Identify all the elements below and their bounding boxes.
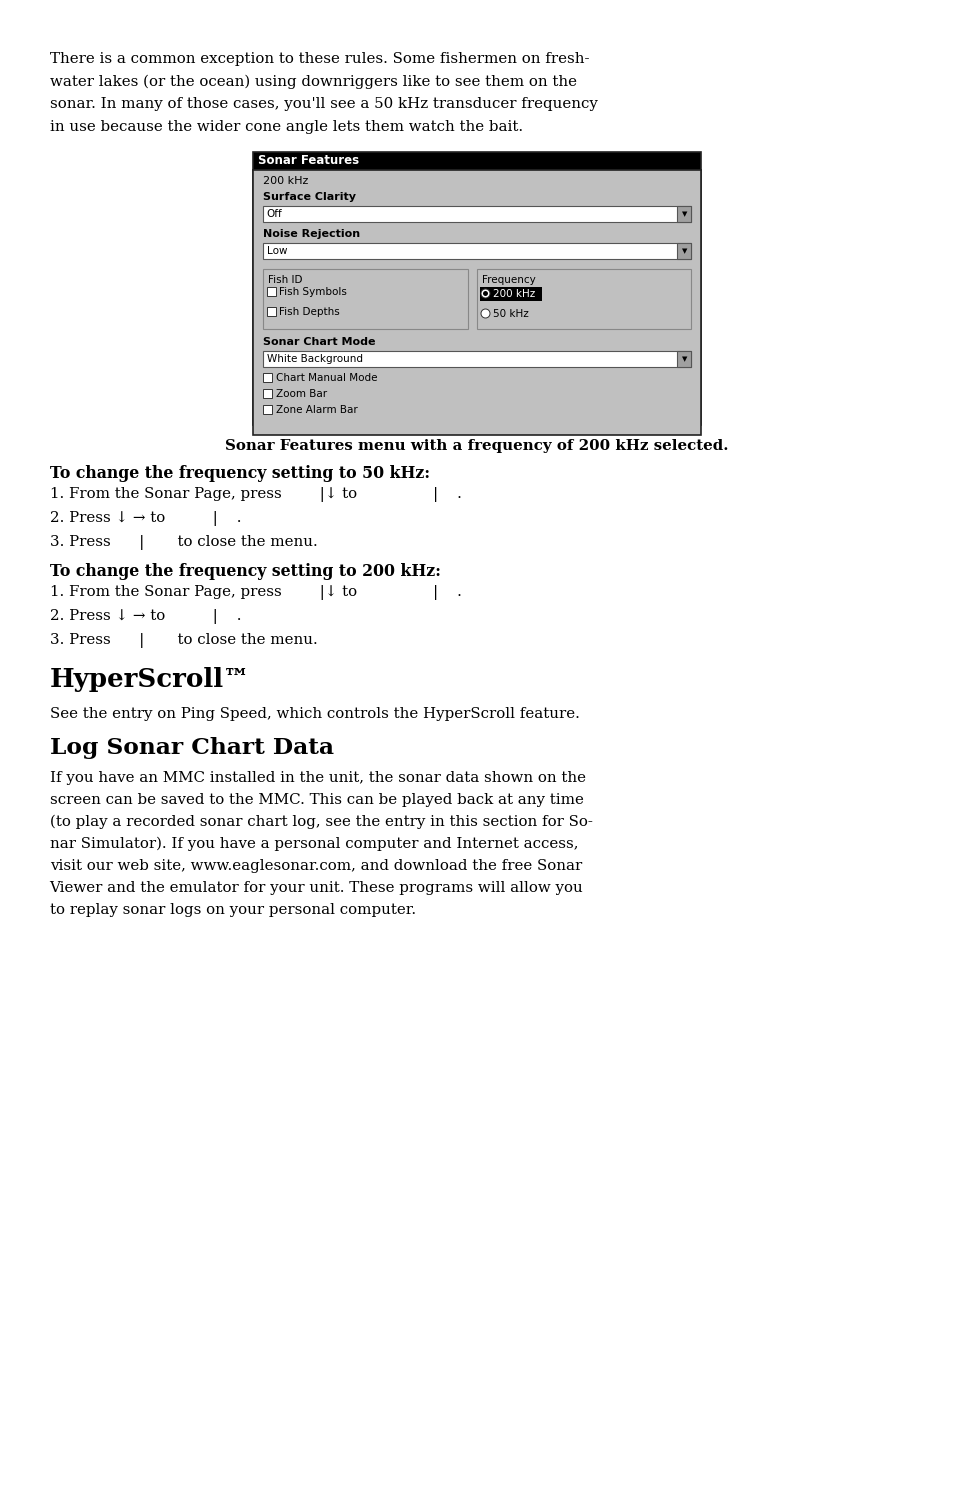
Bar [262, 269, 468, 329]
Text: See the entry on Ping Speed, which controls the HyperScroll feature.: See the entry on Ping Speed, which contr… [50, 706, 578, 721]
Text: Sonar Chart Mode: Sonar Chart Mode [262, 338, 375, 346]
Bar [479, 287, 541, 300]
Text: Fish ID: Fish ID [268, 275, 302, 286]
Text: HyperScroll™: HyperScroll™ [50, 668, 250, 691]
Text: Sonar Features: Sonar Features [257, 155, 358, 168]
Text: Viewer and the emulator for your unit. These programs will allow you: Viewer and the emulator for your unit. T… [50, 880, 582, 895]
Text: Off: Off [267, 210, 282, 219]
Text: Sonar Features menu with a frequency of 200 kHz selected.: Sonar Features menu with a frequency of … [225, 439, 728, 454]
Text: Log Sonar Chart Data: Log Sonar Chart Data [50, 738, 334, 758]
Circle shape [480, 309, 490, 318]
Bar [476, 269, 691, 329]
Bar [253, 170, 700, 425]
Text: Fish Depths: Fish Depths [278, 306, 339, 317]
Text: sonar. In many of those cases, you'll see a 50 kHz transducer frequency: sonar. In many of those cases, you'll se… [50, 97, 597, 112]
Bar [262, 242, 691, 259]
Bar [253, 152, 700, 170]
Text: 2. Press ↓ → to          |    .: 2. Press ↓ → to | . [50, 610, 241, 625]
Text: 3. Press      |       to close the menu.: 3. Press | to close the menu. [50, 535, 317, 550]
Text: Zoom Bar: Zoom Bar [275, 390, 327, 399]
Text: ▼: ▼ [680, 211, 686, 217]
Text: 3. Press      |       to close the menu.: 3. Press | to close the menu. [50, 633, 317, 648]
Bar [677, 207, 691, 222]
Text: White Background: White Background [267, 354, 362, 364]
Text: If you have an MMC installed in the unit, the sonar data shown on the: If you have an MMC installed in the unit… [50, 770, 585, 785]
Text: visit our web site, www.eaglesonar.com, and download the free Sonar: visit our web site, www.eaglesonar.com, … [50, 859, 581, 873]
Bar [677, 351, 691, 367]
Text: To change the frequency setting to 50 kHz:: To change the frequency setting to 50 kH… [50, 465, 429, 482]
Text: ▼: ▼ [680, 248, 686, 254]
Text: Chart Manual Mode: Chart Manual Mode [275, 373, 377, 384]
Text: 2. Press ↓ → to          |    .: 2. Press ↓ → to | . [50, 512, 241, 526]
Text: Fish Symbols: Fish Symbols [278, 287, 346, 297]
Bar [262, 404, 272, 413]
Bar [262, 351, 691, 367]
Bar [267, 287, 275, 296]
Text: to replay sonar logs on your personal computer.: to replay sonar logs on your personal co… [50, 903, 416, 917]
Text: There is a common exception to these rules. Some fishermen on fresh-: There is a common exception to these rul… [50, 52, 589, 65]
Bar [267, 306, 275, 317]
Text: 1. From the Sonar Page, press        |↓ to                |    .: 1. From the Sonar Page, press |↓ to | . [50, 584, 461, 599]
Text: 200 kHz: 200 kHz [493, 288, 535, 299]
Bar [677, 242, 691, 259]
Text: in use because the wider cone angle lets them watch the bait.: in use because the wider cone angle lets… [50, 119, 522, 134]
Text: Low: Low [267, 245, 287, 256]
Text: Frequency: Frequency [481, 275, 536, 286]
Text: (to play a recorded sonar chart log, see the entry in this section for So-: (to play a recorded sonar chart log, see… [50, 815, 592, 830]
Text: 50 kHz: 50 kHz [493, 309, 528, 320]
Text: screen can be saved to the MMC. This can be played back at any time: screen can be saved to the MMC. This can… [50, 793, 583, 807]
Text: ▼: ▼ [680, 355, 686, 361]
Text: Noise Rejection: Noise Rejection [262, 229, 359, 239]
Circle shape [480, 288, 490, 297]
Text: 1. From the Sonar Page, press        |↓ to                |    .: 1. From the Sonar Page, press |↓ to | . [50, 488, 461, 503]
Text: 200 kHz: 200 kHz [262, 175, 308, 186]
Bar [253, 170, 700, 436]
Text: nar Simulator). If you have a personal computer and Internet access,: nar Simulator). If you have a personal c… [50, 837, 578, 852]
Text: water lakes (or the ocean) using downriggers like to see them on the: water lakes (or the ocean) using downrig… [50, 74, 576, 89]
Text: To change the frequency setting to 200 kHz:: To change the frequency setting to 200 k… [50, 564, 440, 580]
Bar [262, 390, 272, 399]
Text: Surface Clarity: Surface Clarity [262, 192, 355, 202]
Text: Zone Alarm Bar: Zone Alarm Bar [275, 404, 357, 415]
Circle shape [482, 291, 488, 296]
Bar [262, 207, 691, 222]
Bar [262, 373, 272, 382]
